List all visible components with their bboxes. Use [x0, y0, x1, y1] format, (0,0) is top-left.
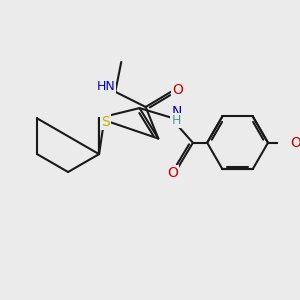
- Text: O: O: [290, 136, 300, 150]
- Text: HN: HN: [96, 80, 115, 93]
- Text: O: O: [172, 83, 183, 97]
- Text: H: H: [172, 114, 181, 127]
- Text: N: N: [171, 105, 182, 119]
- Text: S: S: [101, 115, 110, 128]
- Text: O: O: [167, 166, 178, 180]
